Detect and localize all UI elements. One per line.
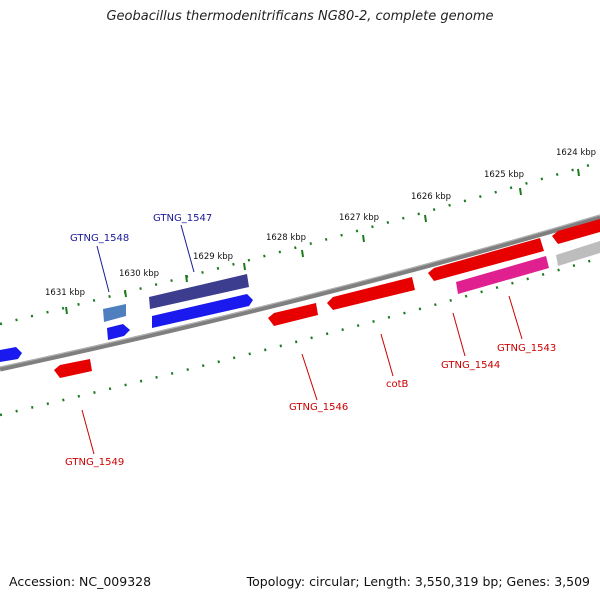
gene-arrow-gtng-1544[interactable] [428, 238, 544, 281]
gene-label-gtng-1548: GTNG_1548 [70, 233, 129, 244]
scale-label: 1626 kbp [411, 192, 451, 202]
gene-arrow-gtng-1548[interactable] [103, 304, 126, 322]
gene-label-gtng-1546: GTNG_1546 [289, 402, 348, 413]
scale-label: 1624 kbp [556, 148, 596, 158]
gene-label-gtng-1544: GTNG_1544 [441, 360, 500, 371]
reverse-genes [54, 219, 600, 378]
gene-arrow-partial-right-grey[interactable] [556, 241, 600, 266]
scale-label: 1631 kbp [45, 288, 85, 298]
genome-backbone-highlight [0, 214, 600, 368]
gene-label-cotb: cotB [386, 379, 409, 390]
gene-arrow-gtng-1543[interactable] [456, 256, 549, 294]
gene-arrow-gtng-1547[interactable] [149, 274, 249, 309]
scale-label: 1629 kbp [193, 252, 233, 262]
gene-arrow-partial-left[interactable] [0, 347, 22, 362]
forward-genes [0, 241, 600, 362]
scale-label: 1625 kbp [484, 170, 524, 180]
gene-label-gtng-1549: GTNG_1549 [65, 457, 124, 468]
gene-arrow-cotb[interactable] [327, 277, 415, 310]
gene-arrow-gtng-1548-lower[interactable] [107, 324, 130, 340]
gene-arrow-partial-right-red[interactable] [552, 219, 600, 244]
scale-label: 1630 kbp [119, 269, 159, 279]
map-title: Geobacillus thermodenitrificans NG80-2, … [106, 9, 494, 24]
scale-label: 1627 kbp [339, 213, 379, 223]
label-leader-lines [81, 224, 523, 455]
genome-summary-text: Topology: circular; Length: 3,550,319 bp… [246, 574, 590, 589]
gene-arrow-gtng-1549[interactable] [54, 359, 92, 378]
major-ticks [65, 168, 580, 315]
accession-text: Accession: NC_009328 [9, 574, 152, 589]
gene-label-gtng-1547: GTNG_1547 [153, 213, 212, 224]
genome-backbone [0, 214, 600, 372]
scale-label: 1628 kbp [266, 233, 306, 243]
reverse-tick-track [0, 256, 600, 417]
gene-arrow-gtng-1547-lower[interactable] [152, 294, 253, 328]
gene-label-gtng-1543: GTNG_1543 [497, 343, 556, 354]
gene-arrow-gtng-1546[interactable] [268, 303, 318, 326]
